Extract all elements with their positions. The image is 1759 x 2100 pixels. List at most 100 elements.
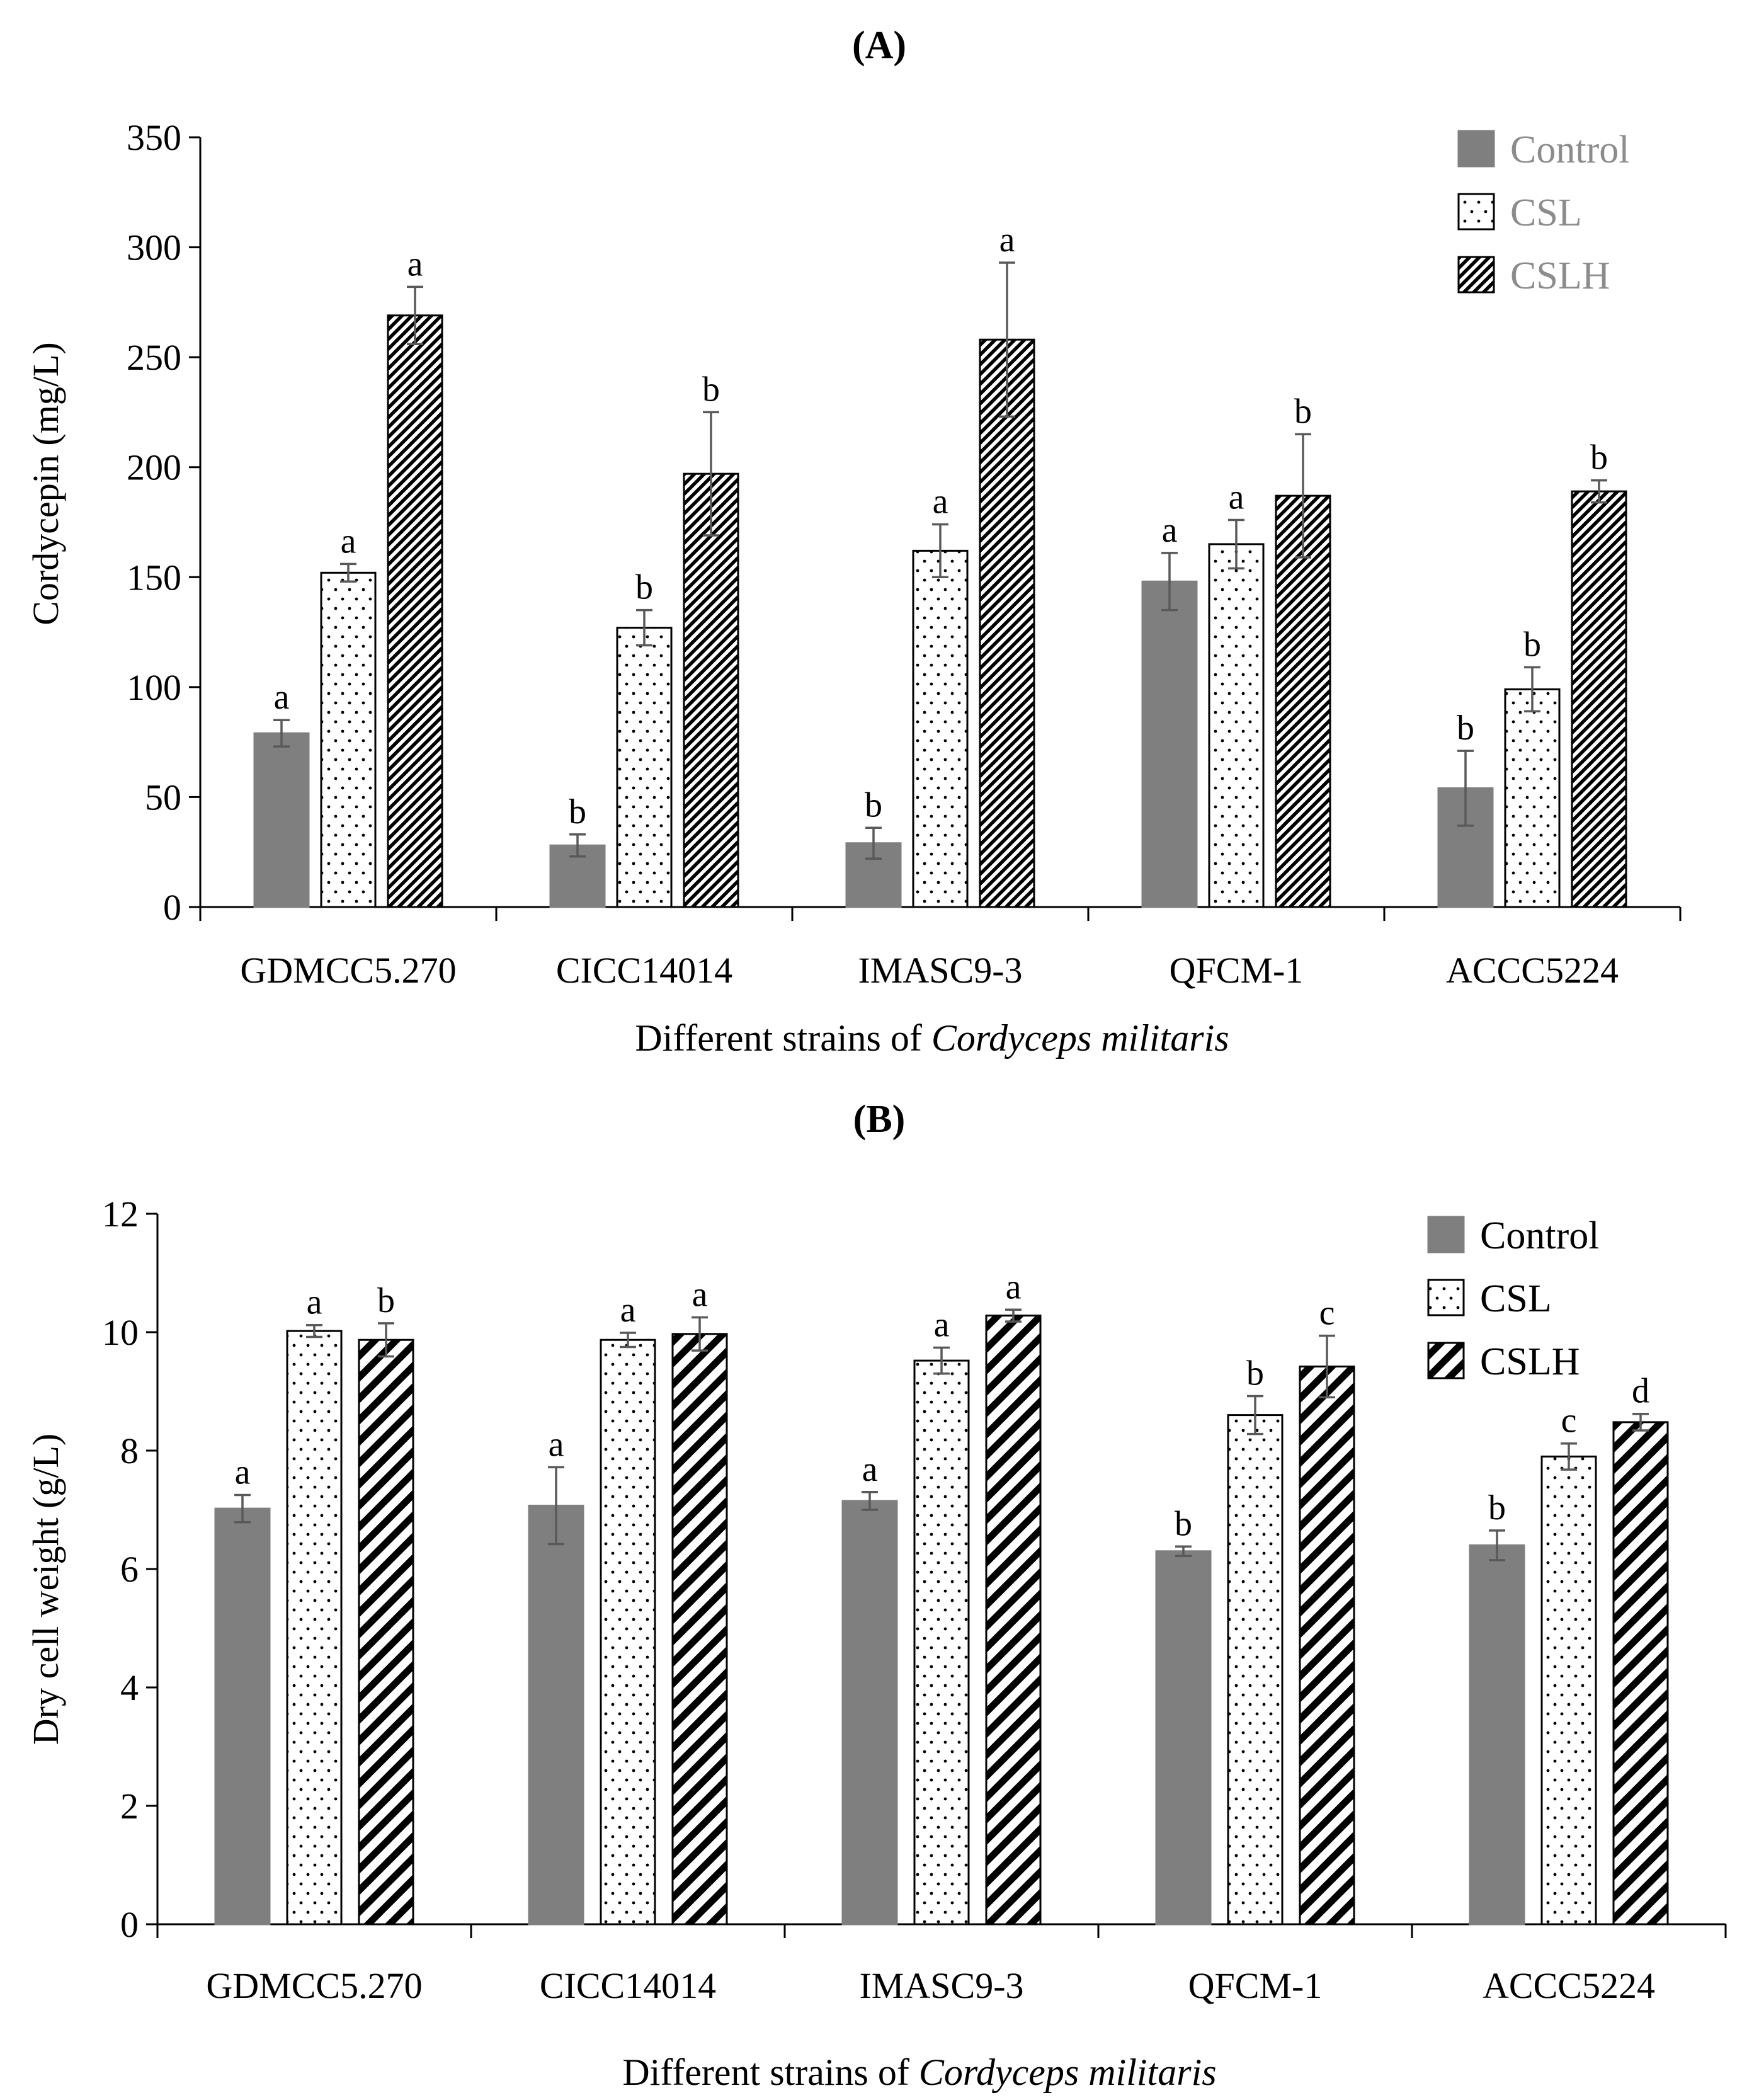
significance-letter: a (620, 1291, 636, 1330)
significance-letter: c (1561, 1401, 1577, 1441)
significance-letter: c (1319, 1294, 1335, 1333)
y-tick-label: 50 (145, 777, 181, 818)
x-axis-label-prefix: Different strains of (622, 2051, 918, 2093)
bar-control (253, 732, 310, 908)
bar-control (528, 1504, 584, 1926)
chart-panel-b: (B) Dry cell weight (g/L) Different stra… (25, 1098, 1727, 2093)
bar-csl (600, 1338, 656, 1926)
legend-swatch-csl (1457, 193, 1495, 231)
x-tick-label: ACCC5224 (1446, 950, 1619, 991)
significance-letter: a (862, 1450, 878, 1489)
bar-cslh (1571, 490, 1627, 908)
significance-letter: b (1523, 625, 1541, 664)
bar-cslh (358, 1338, 414, 1926)
significance-letter: a (1006, 1267, 1022, 1306)
legend: Control CSL CSLH (1457, 128, 1629, 297)
significance-letter: a (341, 522, 356, 561)
bar-control (1155, 1550, 1212, 1926)
panel-title: (A) (852, 24, 906, 67)
legend-label: CSL (1510, 191, 1582, 234)
bar-csl (616, 627, 673, 908)
axes: 0 50 100 150 200 250 300 350 GDMCC5.270 CICC14014… (127, 117, 1682, 991)
x-tick-label: GDMCC5.270 (240, 950, 456, 991)
x-tick-label: QFCM-1 (1170, 950, 1304, 991)
bar-control (841, 1500, 898, 1926)
legend-label: CSL (1480, 1277, 1552, 1320)
bar-cslh (387, 314, 443, 908)
bar-csl (286, 1330, 343, 1926)
significance-letter: a (274, 678, 290, 717)
x-tick-label: IMASC9-3 (858, 950, 1022, 991)
significance-letter: a (999, 220, 1015, 260)
legend: Control CSL CSLH (1427, 1214, 1599, 1383)
legend-label: CSLH (1480, 1340, 1580, 1383)
significance-letter: b (569, 792, 586, 831)
significance-letter: b (1175, 1504, 1192, 1543)
significance-letter: a (1162, 511, 1178, 550)
y-tick-label: 250 (127, 337, 181, 378)
bar-csl (912, 549, 969, 908)
x-tick-label: IMASC9-3 (859, 1965, 1023, 2006)
legend-swatch-csl (1427, 1279, 1465, 1316)
y-tick-label: 200 (127, 447, 181, 488)
significance-letter: a (692, 1275, 708, 1315)
x-tick-label: QFCM-1 (1188, 1965, 1323, 2006)
significance-letter: b (865, 785, 882, 825)
significance-letter: a (1229, 478, 1244, 517)
bar-cslh (1612, 1421, 1669, 1926)
y-tick-label: 300 (127, 227, 181, 268)
significance-letter: a (549, 1425, 564, 1464)
legend-swatch-cslh (1457, 256, 1495, 294)
bar-cslh (979, 338, 1035, 908)
significance-letter: b (1246, 1354, 1264, 1393)
significance-letter: b (1488, 1488, 1506, 1527)
y-tick-label: 12 (102, 1194, 139, 1235)
significance-letter: b (377, 1281, 395, 1320)
legend-swatch-control (1427, 1216, 1465, 1253)
significance-letter: b (635, 568, 653, 607)
significance-letter: b (1457, 709, 1474, 748)
legend-label: Control (1480, 1214, 1599, 1257)
bar-cslh (671, 1333, 728, 1926)
legend-label: CSLH (1510, 254, 1610, 297)
significance-letter: a (933, 482, 948, 521)
bar-control (1469, 1544, 1525, 1926)
x-axis-label-prefix: Different strains of (635, 1017, 931, 1059)
bar-csl (1540, 1455, 1597, 1926)
y-tick-label: 0 (163, 887, 181, 928)
chart-panel-a: (A) Cordycepin (mg/L) Different strains … (25, 24, 1682, 1059)
bars: a a b a a a a a a b b c b c d (214, 1267, 1669, 1926)
y-tick-label: 8 (120, 1430, 139, 1471)
significance-letter: a (934, 1305, 950, 1344)
y-tick-label: 100 (127, 667, 181, 708)
x-tick-label: GDMCC5.270 (206, 1965, 422, 2006)
y-tick-label: 350 (127, 117, 181, 158)
y-tick-label: 150 (127, 557, 181, 598)
legend-swatch-control (1457, 130, 1495, 168)
x-axis-label-species: Cordyceps militaris (931, 1017, 1229, 1059)
bar-csl (1504, 688, 1561, 908)
bar-cslh (1299, 1366, 1355, 1926)
x-tick-label: CICC14014 (540, 1965, 716, 2006)
x-tick-label: CICC14014 (556, 950, 732, 991)
y-tick-label: 0 (120, 1904, 139, 1945)
y-tick-label: 4 (120, 1667, 139, 1708)
y-tick-label: 10 (102, 1312, 139, 1353)
y-axis-label: Dry cell weight (g/L) (25, 1434, 66, 1745)
panel-title: (B) (853, 1098, 906, 1141)
legend-swatch-cslh (1427, 1342, 1465, 1379)
bars: a a a b b b b a a a a b b b b (253, 220, 1627, 908)
y-tick-label: 6 (120, 1549, 139, 1590)
legend-label: Control (1510, 128, 1629, 171)
bar-csl (913, 1359, 970, 1926)
bar-csl (1208, 543, 1265, 908)
significance-letter: a (407, 244, 423, 283)
significance-letter: b (1294, 392, 1312, 431)
axes: 0 2 4 6 8 10 12 GDMCC5.270 CICC14014 IMASC9-3 QFCM… (102, 1194, 1727, 2006)
significance-letter: b (702, 370, 720, 409)
significance-letter: a (235, 1453, 251, 1492)
y-axis-label: Cordycepin (mg/L) (25, 342, 66, 625)
bar-csl (320, 571, 377, 908)
x-axis-label: Different strains of Cordyceps militaris (622, 2051, 1216, 2093)
